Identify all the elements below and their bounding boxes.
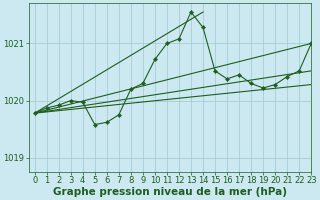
X-axis label: Graphe pression niveau de la mer (hPa): Graphe pression niveau de la mer (hPa) (53, 187, 287, 197)
